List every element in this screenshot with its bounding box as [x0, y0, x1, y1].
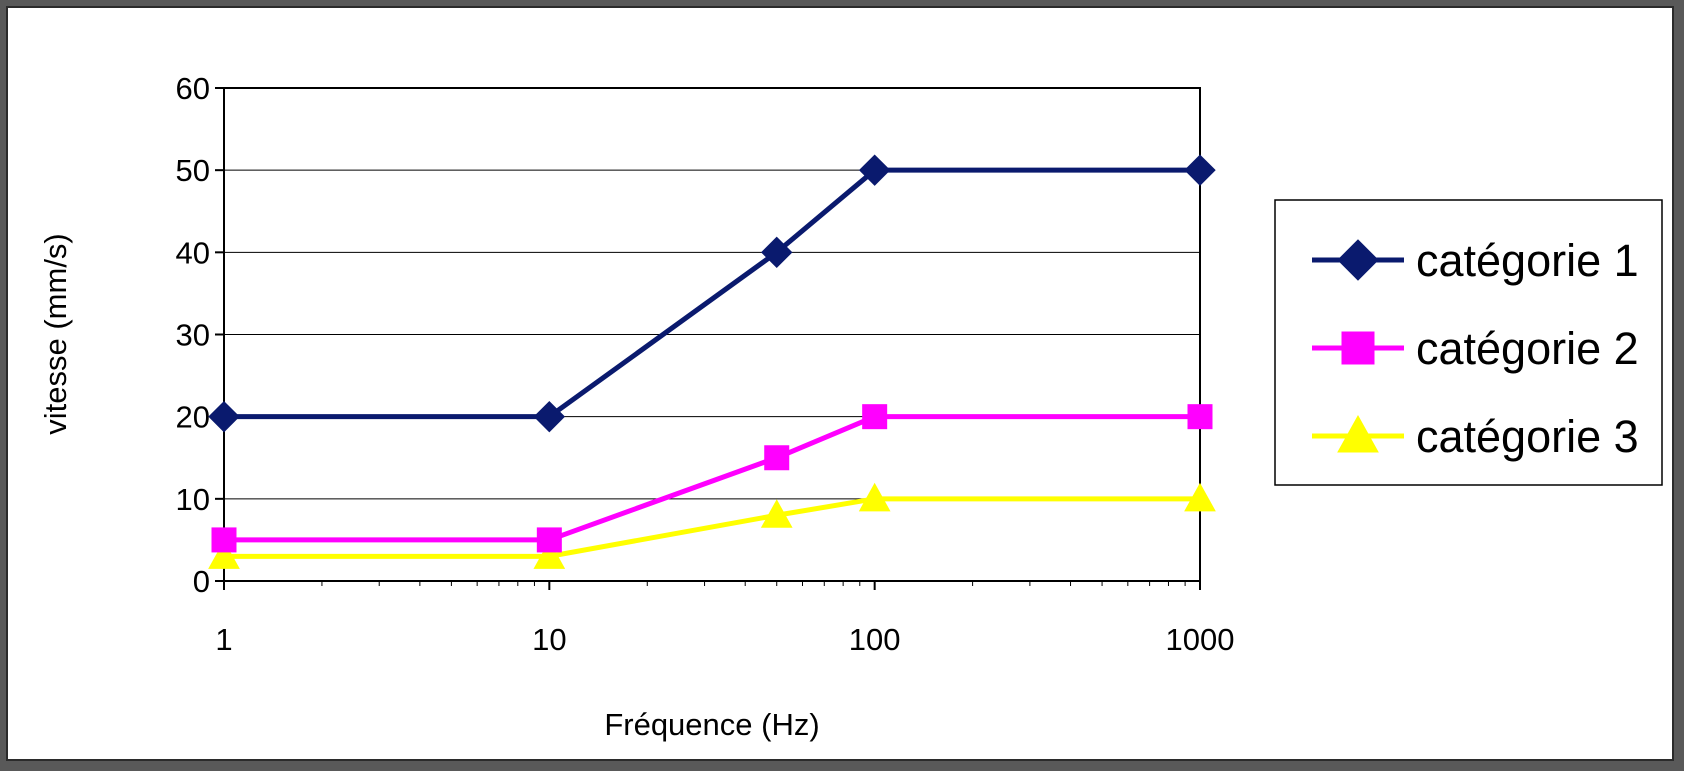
y-axis: 0 10 20 30 40 50 60 — [176, 71, 224, 599]
data-point-square — [211, 527, 237, 553]
series-group — [208, 482, 1216, 569]
x-tick-label: 1 — [215, 622, 232, 657]
data-point-triangle — [858, 482, 891, 512]
legend-label: catégorie 2 — [1416, 323, 1639, 374]
series-group — [208, 154, 1216, 433]
legend: catégorie 1 catégorie 2 catégorie 3 — [1274, 199, 1663, 486]
y-tick-label: 0 — [193, 564, 210, 599]
chart-frame: 0 10 20 30 40 50 60 1 10 100 1000 Fréquence (Hz) … — [6, 6, 1674, 761]
series-group — [211, 404, 1213, 553]
x-axis: 1 10 100 1000 — [215, 581, 1234, 657]
data-point-diamond — [761, 236, 793, 269]
series-line — [224, 496, 1200, 559]
data-point-triangle — [533, 540, 566, 569]
data-point-triangle — [760, 499, 793, 528]
legend-item: catégorie 3 — [1312, 411, 1639, 462]
series-line — [224, 167, 1200, 420]
data-point-diamond — [1184, 154, 1216, 186]
data-point-triangle — [1337, 414, 1379, 453]
data-point-diamond — [858, 154, 891, 186]
gridlines — [224, 169, 1200, 500]
legend-item: catégorie 1 — [1312, 235, 1639, 286]
y-tick-label: 40 — [176, 235, 210, 270]
y-tick-label: 60 — [176, 71, 210, 106]
y-tick-label: 10 — [176, 482, 210, 517]
y-tick-label: 20 — [176, 400, 210, 435]
data-point-square — [536, 527, 562, 553]
data-point-triangle — [1184, 482, 1216, 512]
y-tick-label: 30 — [176, 318, 210, 353]
data-point-diamond — [208, 400, 240, 433]
data-point-square — [764, 445, 790, 471]
x-axis-title: Fréquence (Hz) — [604, 707, 819, 742]
legend-label: catégorie 1 — [1416, 235, 1639, 286]
data-point-diamond — [1337, 239, 1379, 281]
data-point-square — [1187, 404, 1213, 430]
data-point-diamond — [533, 400, 566, 433]
legend-label: catégorie 3 — [1416, 411, 1639, 462]
y-axis-title: vitesse (mm/s) — [38, 233, 73, 435]
series-line — [224, 414, 1200, 543]
series-lines — [208, 154, 1216, 569]
data-point-triangle — [208, 540, 240, 569]
data-point-square — [862, 404, 888, 430]
x-tick-label: 100 — [849, 622, 901, 657]
x-tick-label: 1000 — [1166, 622, 1235, 657]
data-point-square — [1341, 331, 1375, 365]
x-tick-label: 10 — [532, 622, 566, 657]
y-tick-label: 50 — [176, 153, 210, 188]
legend-item: catégorie 2 — [1312, 323, 1639, 374]
